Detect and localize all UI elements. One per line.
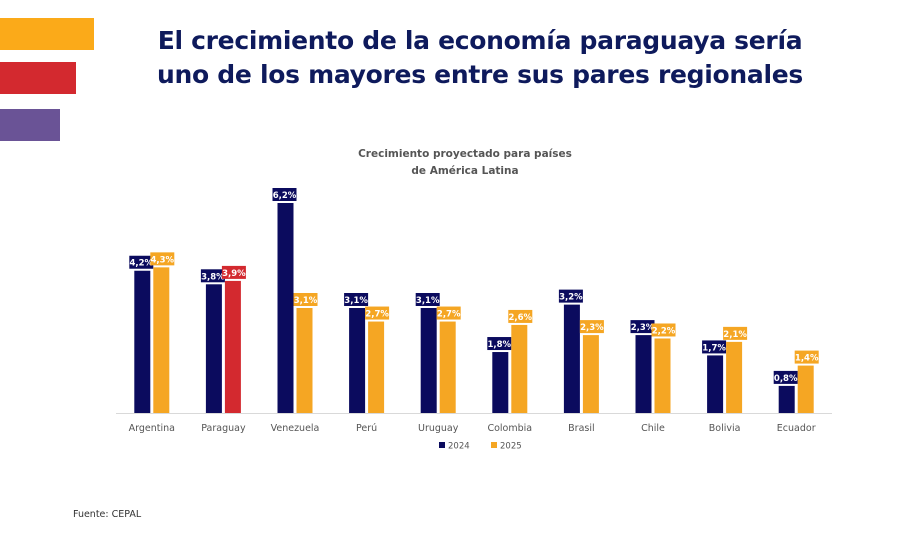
bar-2025-venezuela [296,308,313,413]
decor-stripe-purple [0,109,60,141]
bar-2024-ecuador [778,385,795,413]
legend-label-2025: 2025 [500,442,522,452]
data-label: 2,3% [580,323,604,333]
x-tick-label: Ecuador [777,423,816,434]
x-tick-label: Colombia [487,423,532,434]
data-label-bg [272,188,297,201]
decor-stripe-red [0,62,76,94]
x-tick-label: Brasil [568,423,594,434]
data-label-bg [293,293,318,306]
data-label: 1,4% [795,354,819,364]
data-label-bg [487,337,512,351]
chart-title-line2: de América Latina [411,165,519,177]
data-label: 0,8% [774,374,798,384]
data-label-bg [129,255,154,269]
data-label: 2,3% [631,323,655,333]
bar-2024-chile [635,335,652,413]
data-label-bg [630,320,655,334]
legend-swatch-2025 [491,442,497,448]
data-label-bg [794,350,819,364]
bar-2025-brasil [582,335,599,413]
bar-2025-perú [368,321,385,413]
data-label-bg [579,320,604,334]
bar-2024-argentina [134,270,151,413]
bar-2024-venezuela [277,203,294,413]
bar-2024-colombia [492,352,509,413]
x-tick-label: Perú [356,423,377,434]
legend-swatch-2024 [439,442,445,448]
data-label-bg [150,252,175,266]
bar-2025-uruguay [439,321,456,413]
x-tick-label: Bolivia [709,423,741,434]
x-tick-label: Venezuela [271,423,320,434]
data-label-bg [436,306,461,320]
data-label: 3,9% [222,269,246,279]
data-label-bg [415,293,440,306]
data-label: 1,8% [488,340,512,350]
data-label-bg [508,309,533,323]
data-label: 3,1% [344,296,368,306]
data-label-bg [702,340,727,354]
data-label-bg [773,370,798,384]
page-title-line1: El crecimiento de la economía paraguaya … [157,26,803,55]
legend-label-2024: 2024 [448,442,470,452]
data-label: 2,7% [365,310,389,320]
bar-2025-bolivia [726,341,743,413]
page-title-line2: uno de los mayores entre sus pares regio… [157,60,803,89]
data-label-bg [365,306,390,320]
bar-2025-colombia [511,324,528,413]
decor-stripe-orange [0,18,94,50]
data-label-bg [344,293,369,306]
data-label: 4,2% [130,259,154,269]
data-label: 3,1% [294,296,318,306]
x-tick-label: Argentina [129,423,175,434]
data-label: 4,3% [151,255,175,265]
bar-2025-argentina [153,267,170,413]
data-label-bg [723,326,748,340]
bar-2024-bolivia [707,355,724,413]
bar-2025-paraguay [224,280,241,413]
chart-title: Crecimiento proyectado para países de Am… [300,146,630,180]
bar-2024-perú [349,308,366,413]
data-label: 3,2% [559,293,583,303]
bar-2024-paraguay [205,284,222,413]
data-label-bg [221,265,246,279]
source-note: Fuente: CEPAL [73,509,142,520]
data-label: 2,6% [509,313,533,323]
data-label: 1,7% [702,343,726,353]
page-title: El crecimiento de la economía paraguaya … [100,24,860,92]
data-label-bg [558,289,583,303]
data-label: 2,1% [723,330,747,340]
x-tick-label: Uruguay [418,423,459,434]
x-tick-label: Paraguay [201,423,246,434]
bar-2025-ecuador [797,365,814,413]
x-tick-label: Chile [641,423,665,434]
bar-2025-chile [654,338,671,413]
data-label: 2,7% [437,310,461,320]
bar-2024-brasil [563,304,580,413]
data-label-bg [200,269,225,283]
bar-2024-uruguay [420,308,437,413]
data-label: 3,8% [201,272,225,282]
data-label: 2,2% [652,326,676,336]
chart-title-line1: Crecimiento proyectado para países [358,148,572,160]
data-label-bg [651,323,676,337]
data-label: 6,2% [273,191,297,201]
data-label: 3,1% [416,296,440,306]
